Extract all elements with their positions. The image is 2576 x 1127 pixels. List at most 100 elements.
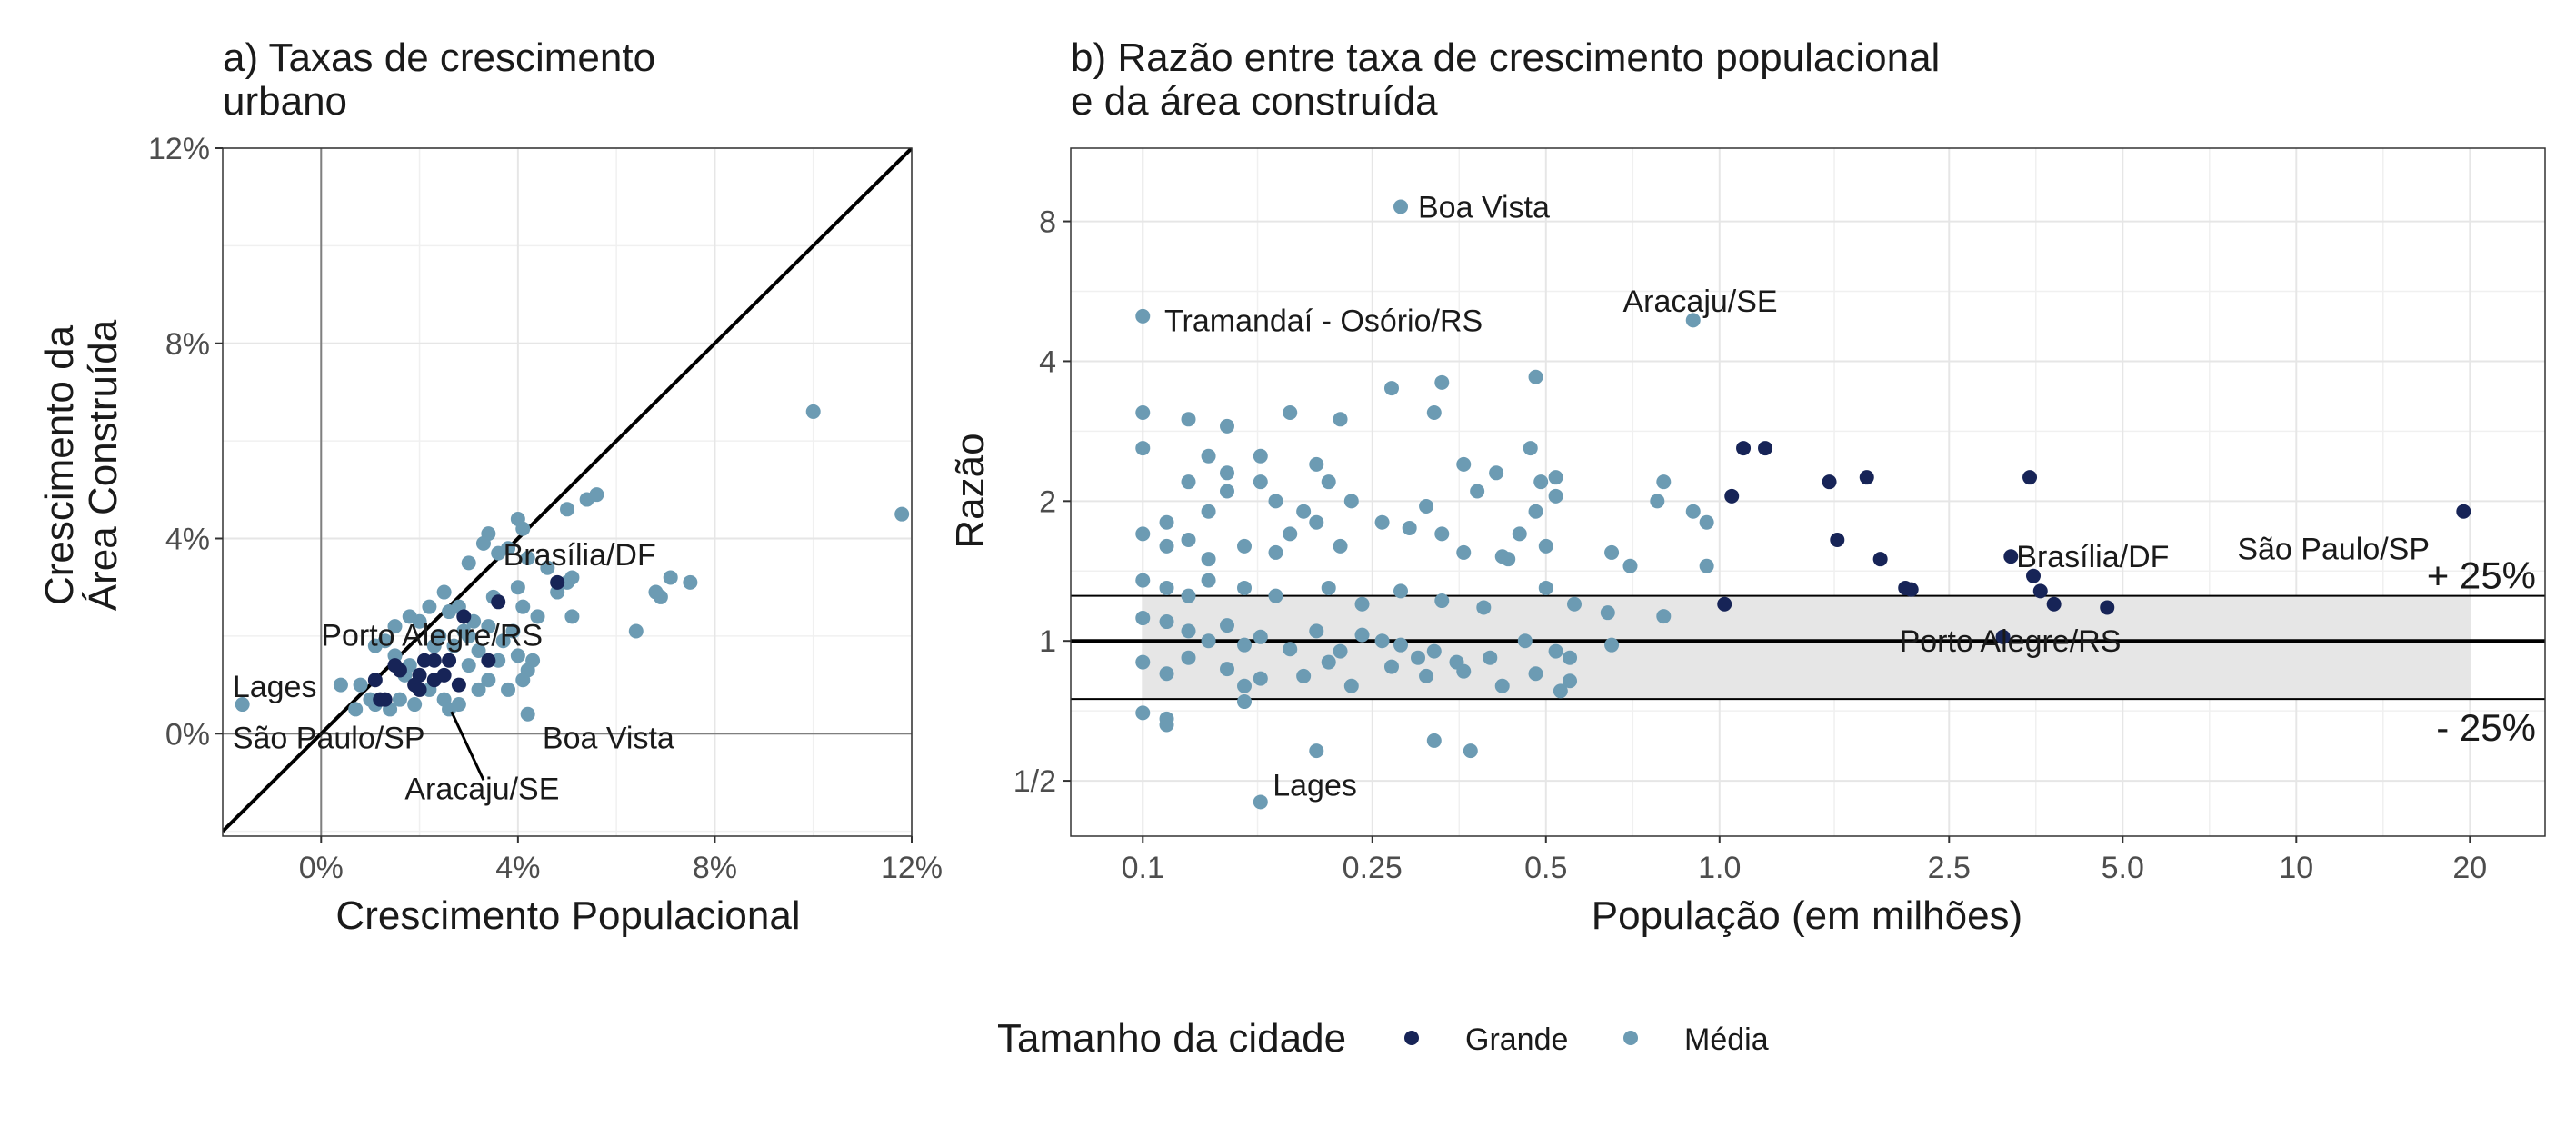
- panel-b-point-media: [1411, 650, 1426, 665]
- panel-b-point-media: [1604, 637, 1620, 653]
- panel-b-point-media: [1517, 633, 1533, 649]
- panel-b-plot: 0.1 0.25 0.5 1.0 2.5 5.0 10 20 1/2 1 2 4 8 + 25% - 25%…: [1013, 147, 2546, 885]
- panel-b-point-media: [1434, 526, 1450, 542]
- panel-b-point-media: [1426, 643, 1442, 659]
- panel-a-point-grande: [436, 667, 452, 683]
- panel-b-point-grande: [2100, 600, 2115, 615]
- panel-a-point-media: [540, 560, 555, 575]
- panel-b-point-media: [1181, 474, 1196, 490]
- panel-b-point-media: [1283, 405, 1298, 421]
- panel-a-plot: 0% 4% 8% 12% 0% 4% 8% 12% Brasília/DF Porto Alegr…: [148, 132, 943, 885]
- panel-b-annotation: Boa Vista: [1418, 191, 1550, 225]
- panel-b-y-tick-label: 4: [1039, 344, 1056, 379]
- panel-b-y-axis-title: Razão: [948, 433, 993, 548]
- panel-a-x-tick-label: 12%: [881, 851, 943, 885]
- panel-a-point-media: [505, 623, 521, 639]
- panel-b-y-tick-label: 8: [1039, 205, 1056, 240]
- panel-b-point-media: [1135, 705, 1151, 721]
- panel-a-point-grande: [491, 594, 506, 610]
- panel-a-point-media: [402, 609, 417, 624]
- panel-a-point-media: [653, 589, 668, 604]
- panel-b-point-media: [1159, 514, 1174, 530]
- panel-b-x-tick-label: 10: [2279, 851, 2313, 885]
- panel-b-annotation: Brasília/DF: [2016, 540, 2169, 574]
- panel-b-x-tick-label: 0.1: [1122, 851, 1164, 885]
- panel-b-point-media: [1296, 668, 1312, 683]
- panel-a-point-media: [481, 619, 496, 634]
- panel-b-point-media: [1309, 623, 1324, 639]
- panel-b-point-media: [1321, 580, 1336, 595]
- panel-a-y-tick-label: 4%: [165, 523, 210, 557]
- panel-b-point-media: [1309, 456, 1324, 472]
- panel-b-point-media: [1159, 614, 1174, 630]
- panel-b-point-media: [1181, 412, 1196, 427]
- panel-b-point-media: [1548, 470, 1563, 485]
- panel-b-point-media: [1283, 642, 1298, 657]
- panel-b-point-media: [1343, 678, 1359, 693]
- panel-a-point-grande: [456, 609, 472, 624]
- panel-b-point-media: [1253, 629, 1268, 644]
- panel-a-point-media: [333, 677, 348, 693]
- panel-b-point-media: [1354, 596, 1370, 612]
- panel-a-point-media: [515, 599, 531, 614]
- panel-a-annotation: Porto Alegre/RS: [321, 619, 543, 653]
- panel-b-point-grande: [2003, 549, 2019, 564]
- panel-b-point-media: [1622, 558, 1638, 573]
- panel-b-point-media: [1650, 494, 1665, 509]
- panel-b-point-media: [1501, 552, 1516, 567]
- panel-b-point-grande: [1717, 596, 1732, 612]
- legend-grande-label: Grande: [1465, 1022, 1568, 1057]
- panel-b-point-media: [1393, 583, 1409, 599]
- panel-b-point-media: [1253, 671, 1268, 686]
- panel-a-point-media: [564, 609, 580, 624]
- panel-a-point-media: [471, 643, 486, 658]
- panel-b-point-grande: [1830, 533, 1845, 548]
- panel-b-point-media: [1434, 374, 1450, 390]
- panel-b-point-media: [1181, 588, 1196, 603]
- panel-a-point-media: [436, 584, 452, 600]
- panel-b-point-grande: [1758, 441, 1773, 456]
- panel-b-point-media: [1563, 650, 1578, 665]
- panel-b-point-media: [1159, 580, 1174, 595]
- panel-b-point-media: [1135, 526, 1151, 542]
- panel-b-point-media: [1523, 441, 1538, 456]
- panel-a-point-media: [367, 638, 383, 653]
- panel-b-point-media: [1181, 533, 1196, 548]
- legend: Tamanho da cidade Grande Média: [997, 1016, 1769, 1061]
- panel-a-point-media: [530, 609, 545, 624]
- panel-b-x-tick-label: 1.0: [1698, 851, 1741, 885]
- panel-b-x-tick-label: 5.0: [2102, 851, 2144, 885]
- panel-b-point-media: [1470, 484, 1485, 499]
- panel-b-point-media: [1268, 494, 1283, 509]
- panel-a-point-grande: [451, 677, 466, 693]
- panel-b-upper-band-label: + 25%: [2427, 554, 2536, 597]
- panel-b-point-grande: [2046, 596, 2062, 612]
- panel-b-point-media: [1135, 654, 1151, 670]
- panel-b-point-media: [1219, 465, 1234, 481]
- panel-b-point-media: [1393, 199, 1409, 214]
- panel-a-point-media: [461, 658, 476, 673]
- panel-a-point-media: [564, 570, 580, 585]
- panel-a-point-media: [520, 550, 535, 565]
- panel-b-point-media: [1512, 526, 1527, 542]
- panel-b-point-media: [1604, 544, 1620, 560]
- panel-b-border: [1070, 147, 2546, 837]
- panel-a-y-axis-title-line2: Área Construída: [81, 319, 125, 611]
- panel-a-point-media: [475, 535, 491, 551]
- panel-a-point-grande: [373, 692, 388, 707]
- panel-b-point-media: [1159, 717, 1174, 733]
- panel-a-point-grande: [387, 658, 403, 673]
- panel-b-point-media: [1548, 643, 1563, 659]
- panel-b-point-media: [1343, 494, 1359, 509]
- panel-a-point-media: [481, 673, 496, 688]
- panel-a-point-media: [442, 604, 457, 620]
- panel-b-point-media: [1548, 488, 1563, 504]
- panel-b-point-media: [1456, 544, 1472, 560]
- panel-a-point-grande: [412, 682, 427, 697]
- panel-b-point-media: [1201, 552, 1216, 567]
- panel-b-point-grande: [1859, 470, 1874, 485]
- panel-a-point-media: [510, 580, 525, 595]
- panel-b-point-media: [1135, 405, 1151, 421]
- panel-a-point-media: [426, 638, 442, 653]
